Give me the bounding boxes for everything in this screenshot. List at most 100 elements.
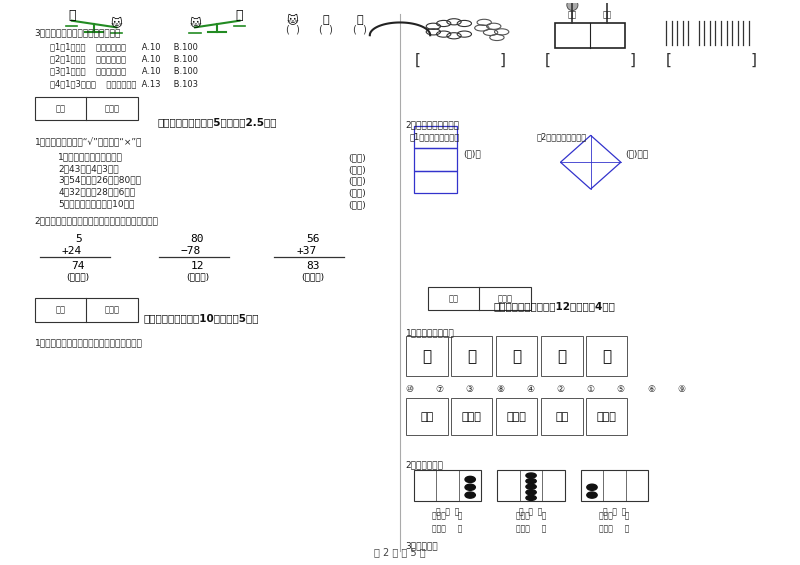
Text: 🌼: 🌼	[467, 349, 476, 364]
Text: (　　): ( )	[348, 153, 366, 162]
Bar	[406, 398, 448, 434]
Text: (　　　): ( )	[186, 272, 209, 281]
Text: (　　): ( )	[348, 177, 366, 186]
Text: ]: ]	[500, 53, 506, 67]
Bar	[542, 398, 582, 434]
Text: ⑤: ⑤	[617, 385, 625, 394]
Text: 🔴🔴🔴: 🔴🔴🔴	[507, 411, 526, 421]
Text: 3、将正确答案的字母填在括号里。: 3、将正确答案的字母填在括号里。	[34, 28, 121, 37]
Text: 得分: 得分	[55, 104, 66, 113]
Text: (　　　): ( )	[301, 272, 324, 281]
Text: (  ): ( )	[353, 25, 366, 34]
Text: ⑧: ⑧	[496, 385, 504, 394]
Text: (  ): ( )	[286, 25, 300, 34]
Text: （2）1角和（    ）分同样多。      A.10     B.100: （2）1角和（ ）分同样多。 A.10 B.100	[50, 54, 198, 63]
Text: 🐻: 🐻	[323, 15, 330, 24]
Text: ⑨: ⑨	[677, 385, 686, 394]
Text: 4、32分加上28分是6角。: 4、32分加上28分是6角。	[58, 188, 135, 197]
Text: −78: −78	[181, 246, 201, 255]
Text: 评卷人: 评卷人	[105, 104, 119, 113]
Text: 写作（     ）: 写作（ ）	[516, 512, 546, 521]
Bar	[428, 287, 531, 311]
Text: (　　　): ( )	[66, 272, 90, 281]
Text: 读作（     ）: 读作（ ）	[599, 524, 630, 533]
Bar	[586, 336, 627, 376]
Text: 🐱: 🐱	[110, 18, 122, 28]
Text: 12: 12	[190, 260, 204, 271]
Text: 个位: 个位	[602, 11, 612, 20]
Ellipse shape	[526, 479, 536, 484]
Bar	[496, 336, 538, 376]
Text: 🐰: 🐰	[356, 15, 362, 24]
Text: 评卷人: 评卷人	[105, 306, 119, 314]
Text: ⑦: ⑦	[436, 385, 444, 394]
Bar	[498, 470, 565, 501]
Text: ]: ]	[750, 53, 757, 67]
Text: 百  十  个: 百 十 个	[519, 507, 542, 516]
Text: 83: 83	[306, 260, 319, 271]
Ellipse shape	[465, 476, 475, 483]
Text: ④: ④	[526, 385, 534, 394]
Text: 1、看图，连一连。: 1、看图，连一连。	[406, 328, 454, 337]
Bar	[451, 336, 492, 376]
Text: (　　): ( )	[348, 165, 366, 174]
Text: 得分: 得分	[55, 306, 66, 314]
Text: (　)个: ( )个	[463, 149, 482, 158]
Text: 🐱: 🐱	[287, 14, 298, 25]
Text: 🦋: 🦋	[558, 349, 566, 364]
Bar	[34, 298, 138, 321]
Text: 5、最大人民币币値是10元。: 5、最大人民币币値是10元。	[58, 199, 134, 208]
Text: (　)个。: ( )个。	[625, 149, 648, 158]
Text: [: [	[666, 53, 671, 67]
Text: 1、最小人民币币値是角。: 1、最小人民币币値是角。	[58, 152, 123, 161]
Text: 读作（     ）: 读作（ ）	[433, 524, 463, 533]
Text: 🐻: 🐻	[236, 8, 243, 21]
Text: (　　): ( )	[348, 200, 366, 209]
Text: (　　): ( )	[348, 189, 366, 198]
Text: 74: 74	[71, 260, 85, 271]
Text: 👥👥: 👥👥	[555, 411, 569, 421]
Text: 六、数一数（本题共10分，每题5分）: 六、数一数（本题共10分，每题5分）	[144, 313, 259, 323]
Text: 💍: 💍	[512, 349, 522, 364]
Ellipse shape	[587, 484, 597, 490]
Text: ⭐⭐⭐: ⭐⭐⭐	[597, 411, 617, 421]
Bar	[586, 398, 627, 434]
Text: 评卷人: 评卷人	[498, 294, 513, 303]
Text: 56: 56	[306, 234, 319, 244]
Bar	[496, 398, 538, 434]
Text: 1、你能看图写数吗？越快越好，但别写错。: 1、你能看图写数吗？越快越好，但别写错。	[34, 338, 142, 347]
Text: （1）有几个长方形。: （1）有几个长方形。	[410, 133, 460, 142]
Text: 写作（     ）: 写作（ ）	[433, 512, 463, 521]
Text: 🐰: 🐰	[68, 8, 76, 21]
Text: 写作（     ）: 写作（ ）	[599, 512, 630, 521]
Text: 🎃: 🎃	[422, 349, 431, 364]
Text: 百  十  个: 百 十 个	[603, 507, 626, 516]
Text: [: [	[545, 53, 550, 67]
Text: （3）1元和（    ）分同样多。      A.10     B.100: （3）1元和（ ）分同样多。 A.10 B.100	[50, 67, 198, 76]
Text: 得分: 得分	[449, 294, 458, 303]
Text: 读作（     ）: 读作（ ）	[516, 524, 546, 533]
Text: ⑩: ⑩	[406, 385, 414, 394]
Text: ②: ②	[557, 385, 565, 394]
Bar	[34, 97, 138, 120]
Text: ⑥: ⑥	[647, 385, 655, 394]
Ellipse shape	[526, 473, 536, 478]
Bar	[414, 171, 458, 193]
Text: 十位: 十位	[568, 11, 577, 20]
Text: 🐱: 🐱	[190, 18, 201, 28]
Bar	[414, 148, 458, 171]
Text: +24: +24	[62, 246, 82, 255]
Text: 5: 5	[75, 234, 82, 244]
Text: +37: +37	[296, 246, 316, 255]
Text: 2、数一数，填一填。: 2、数一数，填一填。	[406, 120, 459, 129]
Text: （1）1元和（    ）角同样多。      A.10     B.100: （1）1元和（ ）角同样多。 A.10 B.100	[50, 42, 198, 51]
Bar	[414, 470, 482, 501]
Bar	[406, 336, 448, 376]
Ellipse shape	[465, 492, 475, 498]
Bar	[414, 126, 458, 148]
Text: 3、种一种。: 3、种一种。	[406, 541, 438, 550]
Bar	[451, 398, 492, 434]
Bar	[555, 23, 625, 47]
Text: 3、54元减去26元是80元。: 3、54元减去26元是80元。	[58, 176, 142, 185]
Ellipse shape	[526, 496, 536, 501]
